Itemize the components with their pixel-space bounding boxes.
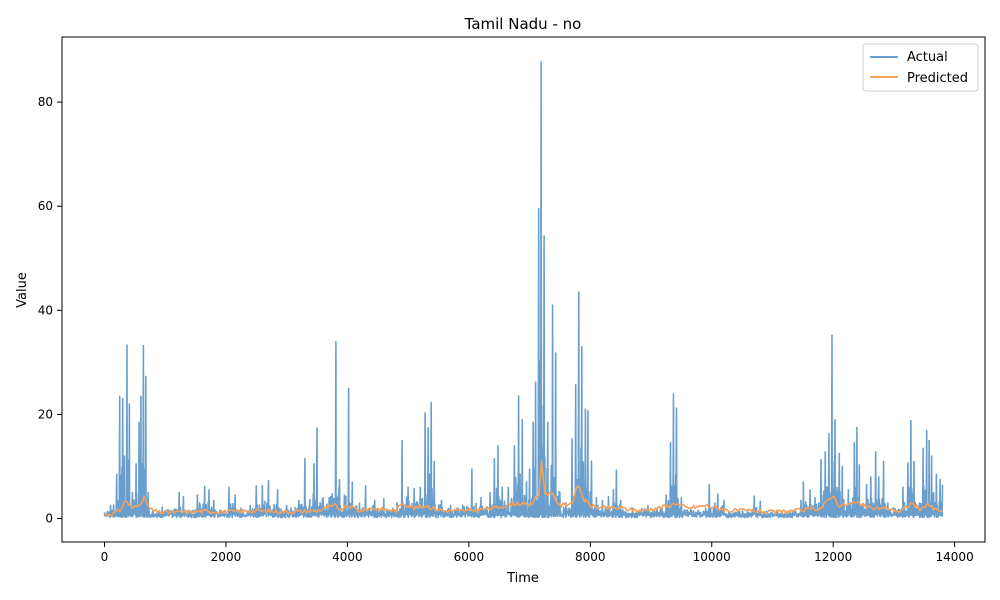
x-tick-label: 14000 [936,550,974,564]
legend-label-predicted: Predicted [907,71,968,86]
chart-title: Tamil Nadu - no [464,15,582,33]
plot-area [61,36,986,543]
x-axis-label: Time [506,571,539,586]
y-tick-label: 80 [38,95,53,109]
y-tick-label: 40 [38,303,53,317]
plot-background [62,37,985,542]
series-line-actual [103,61,944,519]
x-tick-label: 8000 [575,550,606,564]
x-tick-label: 2000 [211,550,242,564]
series-line-predicted [104,459,943,517]
y-tick-label: 0 [45,512,53,526]
x-tick-label: 10000 [693,550,731,564]
x-axis: 0 2000 4000 6000 8000 10000 12000 14000 [101,542,974,564]
y-tick-label: 20 [38,407,53,421]
legend-label-actual: Actual [907,50,948,65]
y-axis-label: Value [15,272,30,308]
series-layer [103,61,944,519]
legend-box [862,43,979,92]
y-axis: 0 20 40 60 80 [38,95,62,526]
plot-frame [61,36,986,543]
legend: Actual Predicted [862,43,979,92]
x-tick-label: 6000 [454,550,485,564]
x-tick-label: 4000 [332,550,363,564]
x-tick-label: 12000 [814,550,852,564]
x-tick-label: 0 [101,550,109,564]
y-tick-label: 60 [38,199,53,213]
